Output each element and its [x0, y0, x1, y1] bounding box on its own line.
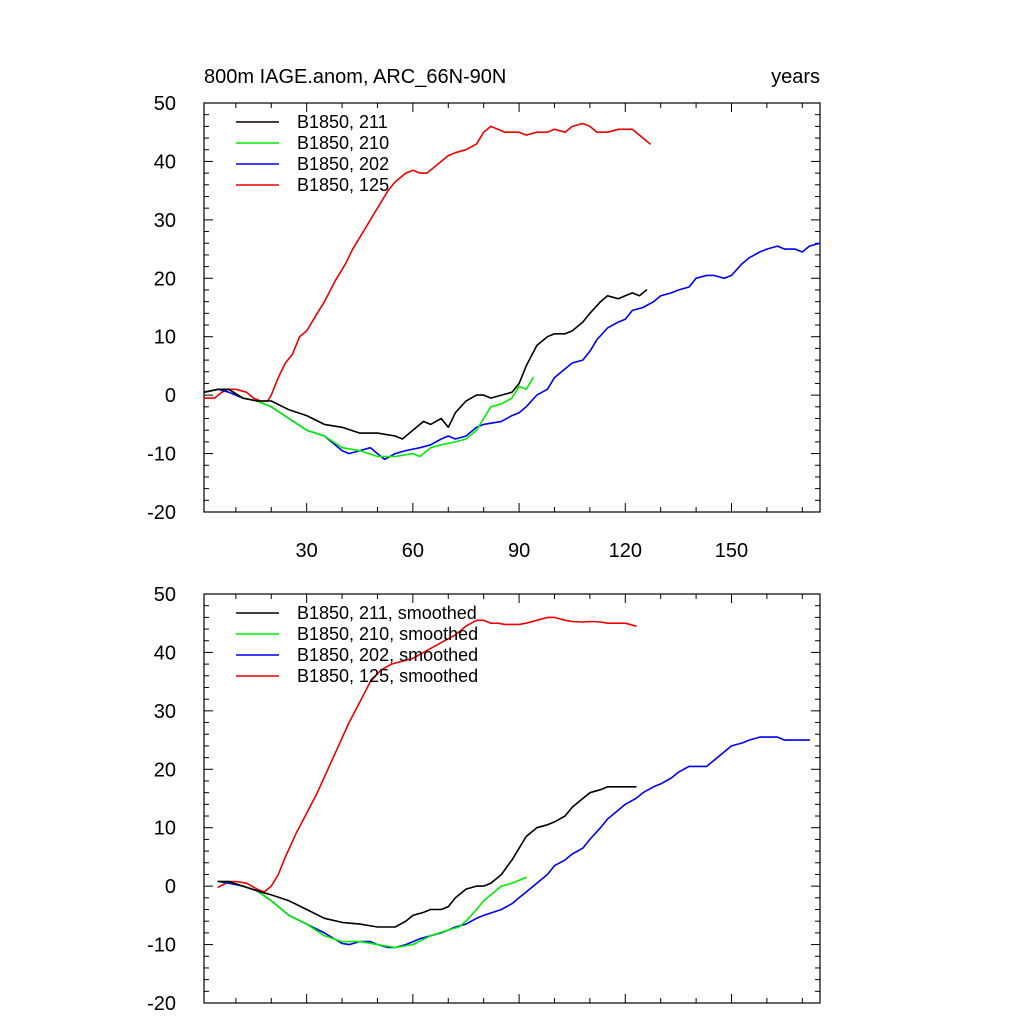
- series-line-2: [204, 376, 535, 458]
- series-group: [217, 616, 811, 949]
- y-tick-label: 0: [165, 876, 176, 898]
- series-line-4: [217, 616, 637, 893]
- legend-label: B1850, 210, smoothed: [297, 624, 478, 644]
- y-tick-label: 50: [154, 93, 176, 115]
- legend-label: B1850, 211, smoothed: [297, 603, 477, 623]
- legend-label: B1850, 202: [297, 154, 389, 174]
- series-line-3: [204, 242, 820, 461]
- y-tick-label: -20: [147, 993, 176, 1015]
- y-tick-label: 30: [154, 701, 176, 723]
- y-tick-label: 10: [154, 327, 176, 349]
- legend-label: B1850, 202, smoothed: [297, 645, 478, 665]
- chart-title: 800m IAGE.anom, ARC_66N-90N: [204, 66, 506, 88]
- y-tick-label: 20: [154, 268, 176, 290]
- series-group: [204, 122, 820, 461]
- y-tick-label: -10: [147, 935, 176, 957]
- y-tick-label: 40: [154, 151, 176, 173]
- legend-label: B1850, 210: [297, 133, 389, 153]
- y-tick-label: -20: [147, 502, 176, 524]
- x-tick-label: 30: [296, 540, 318, 562]
- y-tick-label: 40: [154, 642, 176, 664]
- legend-label: B1850, 125, smoothed: [297, 666, 478, 686]
- legend-label: B1850, 125: [297, 175, 389, 195]
- x-tick-label: 90: [508, 540, 530, 562]
- y-tick-label: 50: [154, 584, 176, 606]
- series-line-1: [217, 785, 637, 928]
- x-tick-label: 60: [402, 540, 424, 562]
- y-tick-label: 0: [165, 385, 176, 407]
- y-tick-label: 30: [154, 210, 176, 232]
- plot-frame: [203, 593, 821, 1004]
- y-tick-label: -10: [147, 444, 176, 466]
- x-tick-label: 150: [715, 540, 748, 562]
- y-tick-label: 20: [154, 759, 176, 781]
- units-label: years: [771, 66, 820, 88]
- series-line-2: [217, 876, 528, 949]
- series-line-3: [217, 736, 811, 949]
- legend-label: B1850, 211: [297, 112, 388, 132]
- y-tick-label: 10: [154, 818, 176, 840]
- series-line-4: [204, 122, 651, 402]
- plot-frame: [203, 102, 821, 513]
- x-tick-label: 120: [609, 540, 642, 562]
- series-line-1: [204, 289, 648, 440]
